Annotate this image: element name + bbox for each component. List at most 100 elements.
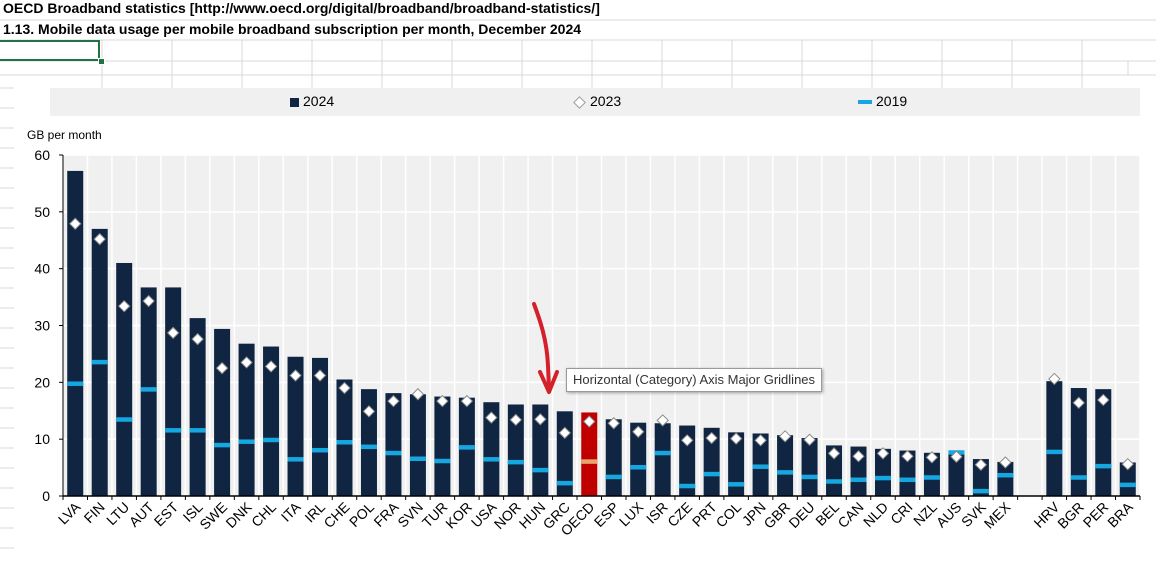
active-cell-selection[interactable] xyxy=(0,40,100,61)
x-tick-label: AUT xyxy=(126,498,157,529)
x-tick-label: HRV xyxy=(1030,498,1063,531)
marker-2019 xyxy=(654,450,671,456)
marker-2023 xyxy=(436,394,449,408)
marker-2023 xyxy=(1048,372,1061,386)
chart-legend[interactable]: 2024 2023 2019 xyxy=(50,88,1140,116)
legend-bar-swatch xyxy=(290,97,299,107)
bar-2024 xyxy=(605,419,622,496)
bar-2024 xyxy=(409,394,426,496)
bar-2024 xyxy=(360,389,377,496)
legend-dash-swatch xyxy=(858,100,872,105)
marker-2019 xyxy=(312,447,329,453)
marker-2023 xyxy=(142,294,155,308)
marker-2023 xyxy=(93,232,106,246)
x-tick-label: NLD xyxy=(860,499,891,530)
marker-2019 xyxy=(360,444,377,450)
bar-2024 xyxy=(238,343,255,496)
legend-item-2024[interactable]: 2024 xyxy=(290,93,334,109)
marker-2019 xyxy=(972,488,989,494)
fill-handle[interactable] xyxy=(98,58,105,65)
marker-2019 xyxy=(1119,482,1136,488)
marker-2019 xyxy=(214,442,231,448)
y-tick-label: 10 xyxy=(34,431,50,447)
bar-2024 xyxy=(948,453,965,496)
x-tick-label: NOR xyxy=(491,499,524,532)
marker-2019 xyxy=(826,479,843,484)
sheet-title: OECD Broadband statistics [http://www.oe… xyxy=(3,0,600,16)
x-tick-label: LTU xyxy=(103,499,132,528)
marker-2023 xyxy=(803,433,816,446)
legend-item-2019[interactable]: 2019 xyxy=(858,93,907,109)
marker-2023 xyxy=(656,414,669,427)
bar-2024 xyxy=(679,425,696,496)
marker-2023 xyxy=(729,432,743,445)
marker-2023 xyxy=(754,434,767,447)
y-axis-label: GB per month xyxy=(27,128,102,142)
legend-item-2023[interactable]: 2023 xyxy=(573,93,621,109)
x-tick-label: HUN xyxy=(516,499,549,532)
marker-2019 xyxy=(801,474,818,480)
marker-2023 xyxy=(876,447,890,460)
x-tick-label: GBR xyxy=(760,499,793,532)
bar-2024 xyxy=(1070,388,1087,496)
bar-2024 xyxy=(483,402,500,496)
marker-2023 xyxy=(680,434,694,447)
x-tick-label: LVA xyxy=(55,498,84,527)
marker-2019 xyxy=(850,477,867,483)
bar-2024 xyxy=(1095,389,1112,496)
marker-2023 xyxy=(387,394,400,408)
marker-2019 xyxy=(263,437,280,443)
bar-2024 xyxy=(654,423,671,496)
marker-2019 xyxy=(630,465,647,470)
marker-2019 xyxy=(997,472,1014,478)
marker-2023 xyxy=(1121,457,1134,471)
bar-2024 xyxy=(336,379,353,496)
marker-2019 xyxy=(581,459,598,464)
marker-2023 xyxy=(901,450,914,463)
x-tick-label: CZE xyxy=(664,499,695,530)
marker-2019 xyxy=(556,480,573,486)
x-tick-label: ESP xyxy=(591,499,622,530)
marker-2023 xyxy=(534,413,547,426)
marker-2019 xyxy=(116,417,133,422)
marker-2019 xyxy=(483,457,500,462)
x-tick-label: PER xyxy=(1080,499,1112,531)
x-tick-label: BGR xyxy=(1054,499,1087,532)
bar-2024 xyxy=(1119,462,1136,496)
x-tick-label: COL xyxy=(713,499,745,531)
x-tick-label: CHL xyxy=(248,499,279,530)
marker-2019 xyxy=(679,483,696,489)
x-tick-label: EST xyxy=(151,498,182,529)
marker-2023 xyxy=(827,447,841,460)
marker-2019 xyxy=(777,470,794,475)
bar-2024 xyxy=(972,459,989,496)
x-tick-label: POL xyxy=(346,499,377,530)
x-tick-label: FIN xyxy=(81,499,108,526)
marker-2023 xyxy=(362,405,376,418)
marker-2019 xyxy=(874,475,891,481)
legend-label-2024: 2024 xyxy=(303,93,335,109)
bar-2024 xyxy=(728,432,745,496)
x-tick-label: CRI xyxy=(887,499,915,527)
x-tick-label: ITA xyxy=(278,498,304,524)
marker-2023 xyxy=(705,431,718,445)
legend-label-2023: 2023 xyxy=(590,93,622,109)
marker-2023 xyxy=(411,388,425,401)
x-tick-label: CAN xyxy=(834,499,866,531)
bar-2024 xyxy=(67,170,84,496)
marker-2023 xyxy=(583,415,596,428)
y-tick-label: 50 xyxy=(34,204,50,220)
x-tick-label: BRA xyxy=(1104,498,1136,530)
bar-2024 xyxy=(165,287,182,496)
marker-2019 xyxy=(67,381,84,386)
marker-2023 xyxy=(215,361,229,375)
marker-2023 xyxy=(509,413,523,427)
legend-label-2019: 2019 xyxy=(876,93,908,109)
x-tick-label: PRT xyxy=(689,498,720,529)
bar-2024 xyxy=(630,422,647,496)
marker-2023 xyxy=(166,326,180,340)
marker-2023 xyxy=(117,299,131,313)
x-tick-label: LUX xyxy=(616,498,647,529)
